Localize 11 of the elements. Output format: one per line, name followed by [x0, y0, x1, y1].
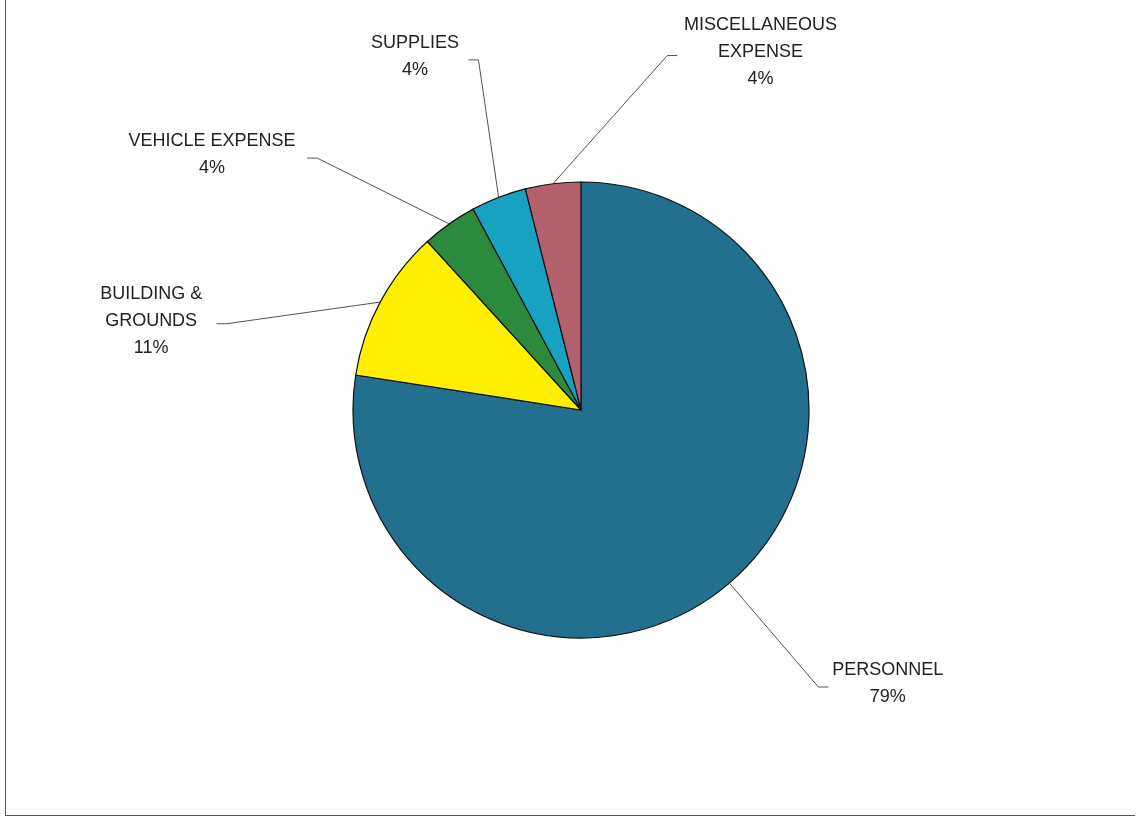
slice-label: MISCELLANEOUS EXPENSE — [683, 14, 837, 62]
data-label: 4% — [401, 59, 428, 80]
data-label: 11% — [133, 336, 169, 357]
data-label: 4% — [747, 68, 774, 89]
data-label: 4% — [199, 157, 226, 178]
slice-label: VEHICLE EXPENSE — [128, 130, 296, 151]
slice-label: SUPPLIES — [370, 32, 459, 53]
slice-label: BUILDING & GROUNDS — [100, 282, 203, 330]
data-label: 79% — [869, 686, 906, 707]
pie-slice — [352, 181, 810, 639]
slice-label: PERSONNEL — [832, 659, 944, 680]
